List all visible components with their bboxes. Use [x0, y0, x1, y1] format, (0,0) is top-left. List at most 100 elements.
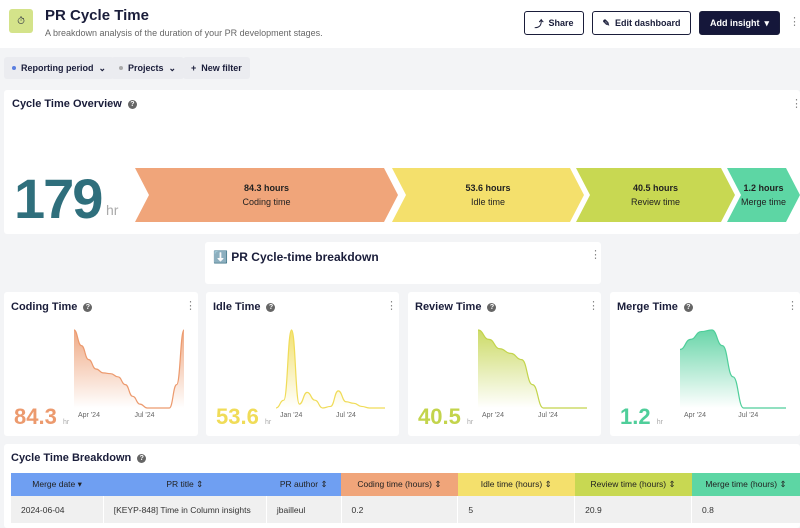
card-menu-icon[interactable]: ⋮ — [185, 300, 196, 312]
card-title: Coding Time — [11, 301, 78, 313]
column-label: PR title — [166, 479, 194, 489]
sparkline-chart — [275, 329, 385, 409]
table-row[interactable]: 2024-06-04 [KEYP-848] Time in Column insi… — [11, 496, 800, 523]
sort-desc-icon[interactable]: ▾ — [77, 479, 82, 489]
sort-icon[interactable]: ⇕ — [668, 479, 676, 489]
card-title: Review Time — [415, 301, 482, 313]
table-cell: 20.9 — [574, 496, 692, 523]
card-menu-icon[interactable]: ⋮ — [386, 300, 397, 312]
x-tick-label: Jul '24 — [134, 412, 155, 419]
sort-icon[interactable]: ⇕ — [434, 479, 442, 489]
metric-card-merge-time: Merge Time? ⋮ 1.2 hr Apr '24 Jul '24 — [610, 292, 800, 436]
segment-value: 1.2 hours — [743, 183, 784, 193]
segment-review-time[interactable]: 40.5 hours Review time — [576, 168, 735, 222]
card-menu-icon[interactable]: ⋮ — [590, 249, 601, 261]
column-header-merge-time[interactable]: Merge time (hours) ⇕ — [691, 473, 800, 496]
x-tick-label: Jul '24 — [537, 412, 558, 419]
metric-value: 40.5 hr — [418, 404, 474, 429]
cycle-time-breakdown-card: Cycle Time Breakdown? Merge date ▾ PR tit… — [4, 444, 800, 528]
metric-value: 1.2 hr — [620, 404, 663, 429]
sort-icon[interactable]: ⇕ — [779, 479, 787, 489]
sparkline-line — [73, 329, 185, 409]
total-cycle-time: 179 — [14, 167, 103, 230]
sort-icon[interactable]: ⇕ — [196, 479, 204, 489]
x-tick-label: Apr '24 — [482, 412, 504, 419]
page-subtitle: A breakdown analysis of the duration of … — [45, 28, 323, 38]
column-header-coding-time[interactable]: Coding time (hours) ⇕ — [341, 473, 458, 496]
metric-card-coding-time: Coding Time? ⋮ 84.3 hr Apr '24 Jul '24 — [4, 292, 198, 436]
card-title: Idle Time — [213, 301, 261, 313]
segment-coding-time[interactable]: 84.3 hours Coding time — [135, 168, 398, 222]
metric-unit: hr — [264, 419, 272, 426]
new-filter-button[interactable]: + New filter — [183, 57, 250, 79]
filter-reporting-period[interactable]: Reporting period ⌄ — [4, 57, 115, 79]
card-title: Merge Time — [617, 301, 678, 313]
segment-value: 53.6 hours — [465, 183, 511, 193]
help-icon[interactable]: ? — [83, 302, 93, 312]
chevron-down-icon: ⌄ — [98, 62, 107, 73]
metric-value: 53.6 hr — [216, 404, 272, 429]
breakdown-table: Merge date ▾ PR title ⇕ PR author ⇕ Coding … — [11, 473, 800, 523]
column-header-merge[interactable]: Merge date ▾ — [11, 473, 104, 496]
metric-unit: hr — [466, 419, 474, 426]
filter-projects[interactable]: Projects ⌄ — [111, 57, 185, 79]
segment-idle-time[interactable]: 53.6 hours Idle time — [392, 168, 584, 222]
metric-unit: hr — [62, 419, 70, 426]
total-unit: hr — [106, 202, 119, 218]
column-header-pr[interactable]: PR title ⇕ — [103, 473, 267, 496]
sparkline-line — [477, 329, 587, 409]
column-header-review-time[interactable]: Review time (hours) ⇕ — [574, 473, 692, 496]
help-icon[interactable]: ? — [487, 302, 497, 312]
segment-value: 40.5 hours — [632, 183, 679, 193]
column-label: Merge date — [32, 479, 76, 489]
sparkline-line — [679, 329, 786, 409]
card-menu-icon[interactable]: ⋮ — [791, 98, 800, 110]
sparkline-area — [276, 330, 385, 408]
column-label: Review time (hours) — [590, 479, 667, 489]
edit-dashboard-button[interactable]: ✎ Edit dashboard — [592, 11, 691, 35]
sparkline-area — [74, 330, 184, 408]
segment-label: Review time — [630, 197, 680, 207]
column-label: Merge time (hours) — [705, 479, 778, 489]
x-tick-label: Apr '24 — [684, 412, 706, 419]
column-header-pr-author[interactable]: PR author ⇕ — [266, 473, 341, 496]
sort-icon[interactable]: ⇕ — [544, 479, 552, 489]
card-menu-icon[interactable]: ⋮ — [787, 300, 798, 312]
table-cell: [KEYP-848] Time in Column insights — [103, 496, 267, 523]
segment-label: Coding time — [242, 197, 291, 207]
share-button[interactable]: ⤴ Share — [524, 11, 584, 35]
card-title: Cycle Time Overview — [12, 98, 122, 110]
sparkline-area — [680, 330, 786, 408]
edit-icon: ✎ — [602, 17, 611, 28]
sparkline-chart — [73, 329, 185, 409]
sparkline-area — [478, 330, 587, 408]
more-options-icon[interactable]: ⋮ — [789, 16, 800, 28]
table-cell: 0.2 — [341, 496, 459, 523]
help-icon[interactable]: ? — [683, 302, 693, 312]
share-icon: ⤴ — [534, 18, 544, 29]
segment-label: Idle time — [470, 197, 505, 207]
x-tick-label: Jul '24 — [738, 412, 759, 419]
help-icon[interactable]: ? — [137, 453, 147, 463]
sort-icon[interactable]: ⇕ — [320, 479, 328, 489]
segment-label: Merge time — [740, 197, 786, 207]
column-header-idle-time[interactable]: Idle time (hours) ⇕ — [457, 473, 575, 496]
sparkline-chart — [679, 329, 786, 409]
dot-icon — [12, 66, 16, 70]
card-title: Cycle Time Breakdown — [11, 452, 132, 464]
x-tick-label: Apr '24 — [78, 412, 100, 419]
help-icon[interactable]: ? — [266, 302, 276, 312]
table-cell: jbailleul — [266, 496, 342, 523]
x-tick-label: Jan '24 — [280, 412, 303, 419]
stopwatch-icon: ⏱ — [9, 9, 33, 33]
help-icon[interactable]: ? — [127, 99, 137, 109]
page-title: PR Cycle Time — [45, 7, 149, 24]
breakdown-heading-card: ⬇️ PR Cycle-time breakdown ⋮ — [205, 242, 601, 284]
add-insight-button[interactable]: Add insight ▾ — [699, 11, 780, 35]
caret-down-icon: ▾ — [764, 17, 770, 28]
card-menu-icon[interactable]: ⋮ — [588, 300, 599, 312]
metric-card-review-time: Review Time? ⋮ 40.5 hr Apr '24 Jul '24 — [408, 292, 601, 436]
column-label: Idle time (hours) — [480, 479, 543, 489]
x-tick-label: Jul '24 — [335, 412, 356, 419]
metric-unit: hr — [656, 419, 663, 426]
